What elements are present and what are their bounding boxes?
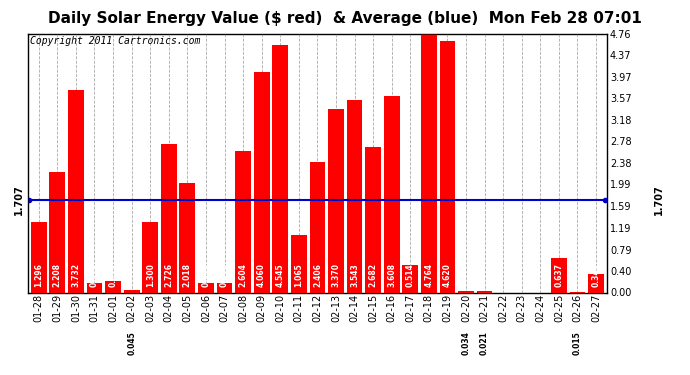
- Text: 0.034: 0.034: [462, 332, 471, 355]
- Bar: [328, 109, 344, 292]
- Text: 1.707: 1.707: [14, 184, 24, 215]
- Text: 2.018: 2.018: [183, 263, 192, 287]
- Text: 3.732: 3.732: [71, 263, 81, 287]
- Text: 4.060: 4.060: [257, 264, 266, 287]
- Bar: [477, 291, 493, 292]
- Bar: [384, 96, 400, 292]
- Bar: [588, 274, 604, 292]
- Text: 1.707: 1.707: [653, 184, 664, 215]
- Bar: [105, 281, 121, 292]
- Bar: [235, 151, 251, 292]
- Bar: [68, 90, 83, 292]
- Bar: [50, 172, 66, 292]
- Bar: [124, 290, 139, 292]
- Text: 0.021: 0.021: [480, 332, 489, 355]
- Text: 2.406: 2.406: [313, 264, 322, 287]
- Text: 0.514: 0.514: [406, 264, 415, 287]
- Bar: [440, 41, 455, 292]
- Bar: [31, 222, 47, 292]
- Text: 0.166: 0.166: [201, 264, 210, 287]
- Text: 2.208: 2.208: [53, 263, 62, 287]
- Text: 2.682: 2.682: [368, 263, 377, 287]
- Text: 0.215: 0.215: [108, 264, 117, 287]
- Bar: [310, 162, 325, 292]
- Text: 2.604: 2.604: [239, 264, 248, 287]
- Bar: [86, 283, 102, 292]
- Text: Daily Solar Energy Value ($ red)  & Average (blue)  Mon Feb 28 07:01: Daily Solar Energy Value ($ red) & Avera…: [48, 11, 642, 26]
- Text: 0.170: 0.170: [90, 263, 99, 287]
- Text: 0.045: 0.045: [127, 332, 136, 355]
- Bar: [161, 144, 177, 292]
- Bar: [217, 283, 233, 292]
- Bar: [142, 222, 158, 292]
- Text: 4.545: 4.545: [276, 264, 285, 287]
- Text: 4.764: 4.764: [424, 263, 433, 287]
- Text: 0.015: 0.015: [573, 332, 582, 355]
- Bar: [421, 33, 437, 292]
- Text: Copyright 2011 Cartronics.com: Copyright 2011 Cartronics.com: [30, 36, 201, 46]
- Bar: [254, 72, 270, 292]
- Bar: [365, 147, 381, 292]
- Text: 4.620: 4.620: [443, 264, 452, 287]
- Text: 0.637: 0.637: [554, 263, 564, 287]
- Bar: [291, 235, 307, 292]
- Bar: [402, 264, 418, 292]
- Bar: [179, 183, 195, 292]
- Text: 3.608: 3.608: [387, 263, 396, 287]
- Text: 1.296: 1.296: [34, 264, 43, 287]
- Text: 3.543: 3.543: [350, 264, 359, 287]
- Bar: [346, 100, 362, 292]
- Text: 0.345: 0.345: [591, 264, 600, 287]
- Text: 1.065: 1.065: [295, 264, 304, 287]
- Text: 1.300: 1.300: [146, 264, 155, 287]
- Text: 2.726: 2.726: [164, 263, 173, 287]
- Bar: [458, 291, 474, 292]
- Bar: [198, 284, 214, 292]
- Bar: [551, 258, 566, 292]
- Bar: [273, 45, 288, 292]
- Text: 3.370: 3.370: [331, 263, 340, 287]
- Text: 0.172: 0.172: [220, 263, 229, 287]
